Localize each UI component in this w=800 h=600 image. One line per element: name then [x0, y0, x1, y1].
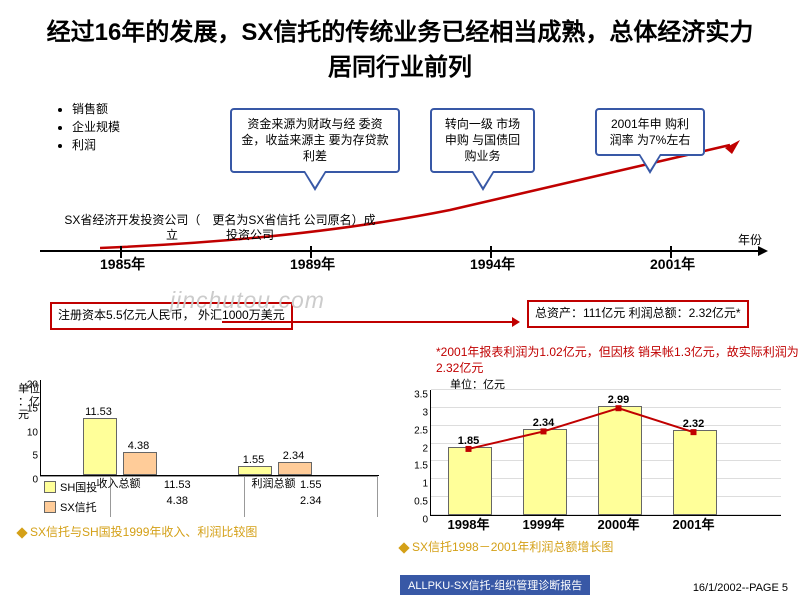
x-label: 利润总额 — [234, 475, 314, 491]
callout: 2001年申 购利润率 为7%左右 — [595, 108, 705, 156]
chart-left: 单位 ：亿 元 0 5 10 15 20 11.53 4.38 收入总额 1.552.34 利润总… — [18, 380, 378, 555]
y-tick: 10 — [27, 427, 41, 438]
trend-line — [431, 390, 731, 515]
x-label: 收入总额 — [79, 475, 159, 491]
chart-unit: 单位 ：亿 元 — [18, 380, 40, 517]
year-label: 1989年 — [290, 254, 335, 274]
callout: 转向一级 市场申购 与国债回 购业务 — [430, 108, 535, 173]
diamond-icon — [398, 542, 409, 553]
chart-right: 单位：亿元 00.511.522.533.51.851998年2.341999年… — [400, 378, 750, 558]
chart-area-left: 0510152011.534.38收入总额1.552.34利润总额 — [40, 380, 379, 476]
x-label: 2000年 — [584, 514, 654, 533]
watermark: jinchutou.com — [170, 287, 325, 314]
event-text: SX省经济开发投资公司（ 更名为SX省信托 公司原名）成立 投资公司 — [60, 213, 380, 244]
year-label: 2001年 — [650, 254, 695, 274]
bar — [238, 466, 272, 475]
footer-bar: ALLPKU-SX信托-组织管理诊断报告 — [400, 575, 590, 595]
chart-left-title: SX信托与SH国投1999年收入、利润比较图 — [30, 525, 257, 539]
slide-title: 经过16年的发展，SX信托的传统业务已经相当成熟，总体经济实力居同行业前列 — [0, 0, 800, 90]
y-tick: 2.5 — [414, 425, 431, 436]
arrow-icon — [222, 321, 512, 323]
axis-label: 年份 — [738, 231, 762, 248]
year-label: 1985年 — [100, 254, 145, 274]
footnote: *2001年报表利润为1.02亿元，但因核 销呆帐1.3亿元，故实际利润为2.3… — [436, 345, 800, 376]
chart-area-right: 00.511.522.533.51.851998年2.341999年2.9920… — [430, 390, 781, 516]
bar — [83, 418, 117, 475]
y-tick: 2 — [422, 443, 431, 454]
x-label: 2001年 — [659, 514, 729, 533]
y-tick: 3 — [422, 407, 431, 418]
y-tick: 1.5 — [414, 461, 431, 472]
timeline: 年份 SX省经济开发投资公司（ 更名为SX省信托 公司原名）成立 投资公司 19… — [40, 90, 760, 300]
y-tick: 1 — [422, 479, 431, 490]
y-tick: 0 — [32, 475, 41, 486]
bar-value: 1.55 — [234, 454, 274, 466]
bar-value: 2.34 — [274, 450, 314, 462]
y-tick: 20 — [27, 380, 41, 391]
bar — [278, 462, 312, 475]
year-label: 1994年 — [470, 254, 515, 274]
bar-value: 4.38 — [119, 440, 159, 452]
footer-page: 16/1/2002--PAGE 5 — [693, 582, 788, 594]
y-tick: 3.5 — [414, 390, 431, 401]
bar-value: 11.53 — [79, 406, 119, 418]
y-tick: 0.5 — [414, 497, 431, 508]
box-assets: 总资产：111亿元 利润总额：2.32亿元* — [527, 300, 749, 328]
y-tick: 5 — [32, 451, 41, 462]
x-label: 1998年 — [434, 514, 504, 533]
x-label: 1999年 — [509, 514, 579, 533]
diamond-icon — [16, 527, 27, 538]
y-tick: 0 — [422, 515, 431, 526]
bar — [123, 452, 157, 475]
callout: 资金来源为财政与经 委资金，收益来源主 要为存贷款利差 — [230, 108, 400, 173]
timeline-axis — [40, 250, 760, 252]
chart-right-title: SX信托1998－2001年利润总额增长图 — [412, 540, 613, 554]
y-tick: 15 — [27, 403, 41, 414]
